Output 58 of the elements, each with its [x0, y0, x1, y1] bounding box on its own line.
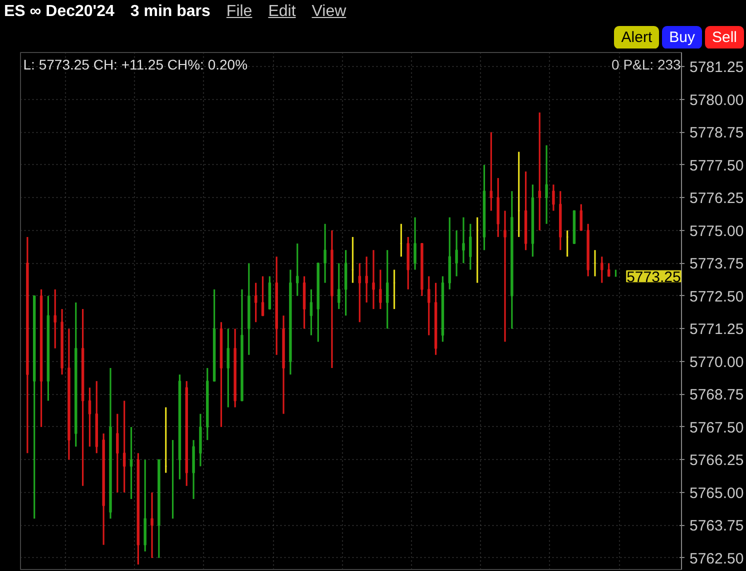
candlestick: [372, 249, 375, 310]
candlestick: [116, 413, 119, 494]
y-tick-label: 5773.75: [690, 256, 744, 273]
candlestick: [88, 386, 92, 448]
candlestick: [379, 268, 382, 310]
text: 5773.25: [626, 268, 681, 286]
y-tick-label: 5775.00: [690, 222, 744, 240]
y-tick-label: 5781.25: [690, 59, 744, 76]
candlestick: [122, 400, 126, 494]
candlestick: [296, 242, 299, 297]
text: Sell: [704, 26, 744, 50]
candlestick: [254, 282, 258, 323]
y-tick-label: 5767.50: [690, 419, 744, 436]
candlestick: [338, 262, 340, 310]
chart-subtitle: 3 min bars: [130, 3, 210, 20]
candlestick: [607, 262, 610, 278]
candlestick: [226, 328, 230, 408]
candlestick: [490, 131, 493, 212]
candlestick: [600, 256, 604, 284]
y-tick-label: 5765.00: [690, 484, 744, 502]
text: View: [312, 3, 346, 20]
candlestick: [462, 216, 465, 264]
candlestick: [545, 144, 548, 225]
text: File: [226, 3, 252, 20]
candlestick: [130, 426, 133, 500]
candlestick: [150, 492, 154, 559]
y-tick-label: 5780.00: [690, 92, 744, 109]
text: Buy: [662, 26, 702, 50]
candlestick: [261, 275, 264, 316]
candlestick: [504, 210, 506, 343]
candlestick: [54, 288, 56, 350]
chart-title: ES ∞ Dec20'24: [4, 3, 114, 20]
candlestick: [428, 275, 430, 336]
candlestick: [552, 184, 555, 212]
y-tick-label: 5770.00: [690, 354, 744, 371]
text: Alert: [614, 26, 660, 50]
candlestick: [469, 223, 472, 271]
candlestick: [324, 223, 326, 284]
y-tick-label: 5762.50: [690, 550, 744, 568]
candlestick: [365, 256, 368, 304]
candlestick: [310, 288, 313, 336]
candlestick: [386, 249, 389, 330]
candlestick: [358, 262, 362, 323]
y-tick-label: 5776.25: [690, 190, 744, 208]
candlestick: [538, 112, 541, 232]
candlestick: [455, 230, 458, 278]
candlestick: [580, 203, 583, 232]
y-tick-label: 5766.25: [690, 452, 744, 470]
text: Edit: [268, 3, 296, 20]
y-tick-label: 5763.75: [690, 518, 744, 535]
candlestick: [414, 216, 416, 271]
y-tick-label: 5772.50: [690, 288, 744, 306]
annotation: 0 P&L: 233: [612, 56, 682, 72]
y-tick-label: 5777.50: [690, 157, 744, 174]
y-tick-label: 5771.25: [690, 321, 744, 338]
annotation: L: 5773.25 CH: +11.25 CH%: 0.20%: [23, 56, 248, 72]
y-tick-label: 5768.75: [690, 386, 744, 404]
y-tick-label: 5778.75: [690, 124, 744, 142]
